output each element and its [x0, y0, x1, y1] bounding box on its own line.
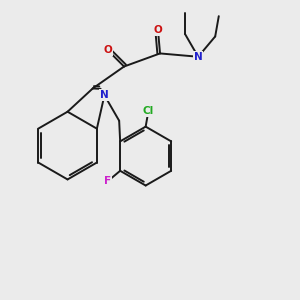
Text: N: N	[194, 52, 203, 62]
Text: F: F	[104, 176, 111, 186]
Text: O: O	[154, 25, 162, 35]
Text: Cl: Cl	[143, 106, 154, 116]
Text: O: O	[103, 45, 112, 55]
Text: N: N	[100, 90, 109, 100]
